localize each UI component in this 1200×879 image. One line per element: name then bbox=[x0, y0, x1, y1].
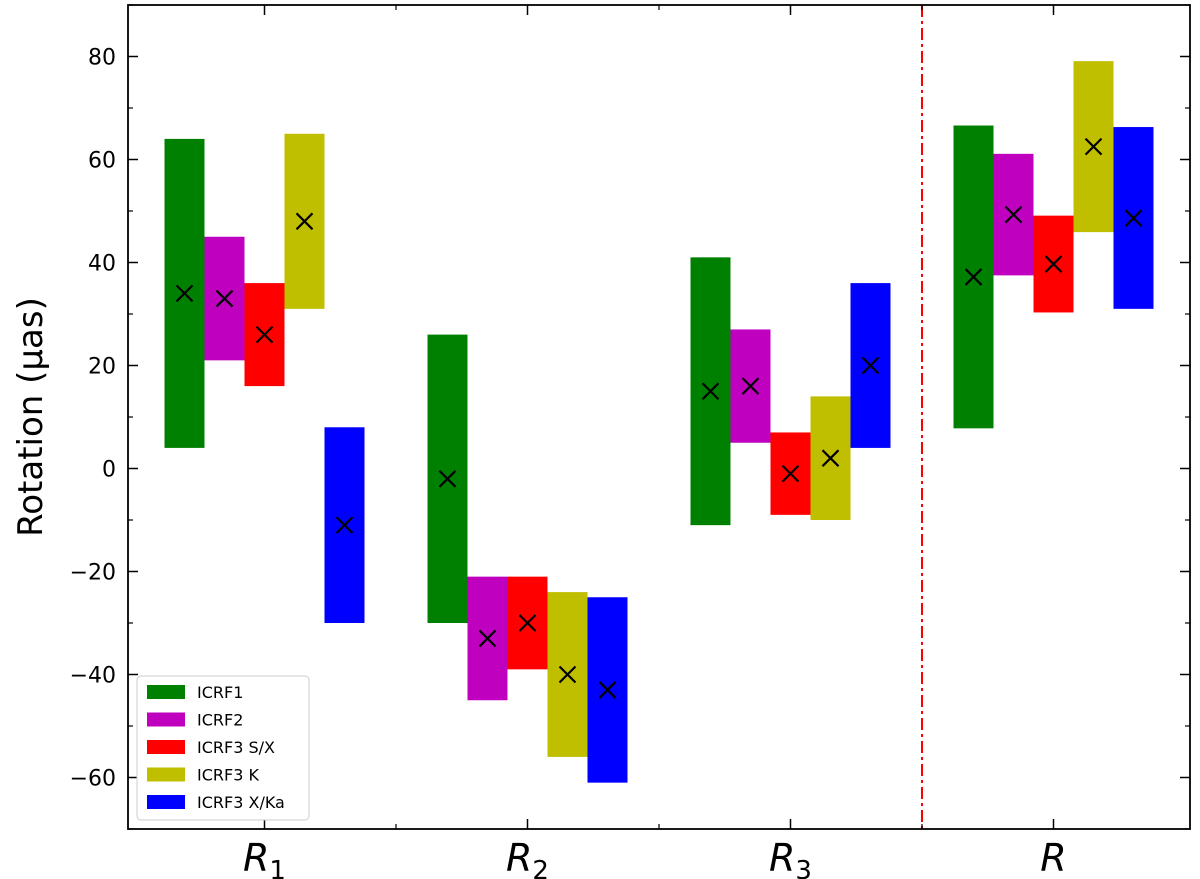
point-icrf1-cat-0 bbox=[175, 284, 194, 303]
x-tick-label-0: R1 bbox=[243, 836, 286, 879]
y-tick-label: 0 bbox=[102, 458, 116, 483]
x-tick-label-1: R2 bbox=[506, 836, 549, 879]
point-icrf3-x-ka-cat-0 bbox=[335, 516, 354, 534]
point-icrf2-cat-3 bbox=[1004, 205, 1023, 224]
y-axis-title: Rotation (μas) bbox=[11, 297, 51, 537]
point-icrf1-cat-1 bbox=[438, 470, 457, 488]
point-icrf3-x-ka-cat-3 bbox=[1124, 209, 1143, 227]
y-tick-label: −60 bbox=[70, 767, 116, 792]
legend-label-4: ICRF3 X/Ka bbox=[197, 793, 285, 812]
point-icrf3-s-x-cat-0 bbox=[255, 325, 274, 344]
legend-box bbox=[136, 675, 310, 821]
y-tick-label: −40 bbox=[70, 664, 116, 689]
point-icrf3-k-cat-1 bbox=[558, 665, 577, 684]
bars-layer bbox=[164, 61, 1154, 783]
legend-swatch-0 bbox=[147, 685, 185, 699]
legend-label-1: ICRF2 bbox=[197, 711, 243, 730]
y-tick-label: 20 bbox=[88, 355, 116, 380]
legend-swatch-3 bbox=[147, 767, 185, 782]
point-icrf3-s-x-cat-2 bbox=[781, 464, 800, 483]
x-tick-label-2: R3 bbox=[769, 836, 812, 879]
point-icrf3-k-cat-2 bbox=[821, 449, 840, 467]
markers-layer bbox=[175, 137, 1143, 699]
point-icrf3-s-x-cat-1 bbox=[518, 614, 537, 632]
point-icrf3-x-ka-cat-1 bbox=[598, 681, 617, 699]
point-icrf2-cat-1 bbox=[478, 629, 497, 648]
y-tick-label: 40 bbox=[88, 252, 116, 277]
point-icrf2-cat-0 bbox=[215, 289, 234, 308]
y-tick-label: 80 bbox=[88, 46, 116, 71]
legend: ICRF1 ICRF2 ICRF3 S/X ICRF3 K ICRF3 X/Ka bbox=[136, 675, 310, 821]
legend-swatch-4 bbox=[147, 795, 185, 809]
point-icrf3-k-cat-3 bbox=[1084, 137, 1103, 156]
point-icrf3-x-ka-cat-2 bbox=[861, 356, 880, 375]
legend-swatch-1 bbox=[147, 712, 185, 727]
point-icrf1-cat-2 bbox=[701, 382, 720, 401]
legend-label-2: ICRF3 S/X bbox=[197, 738, 275, 757]
point-icrf3-k-cat-0 bbox=[295, 212, 314, 231]
y-tick-label: −20 bbox=[70, 561, 116, 586]
point-icrf3-s-x-cat-3 bbox=[1044, 255, 1063, 273]
x-tick-label-3: R bbox=[1040, 836, 1066, 879]
legend-label-0: ICRF1 bbox=[197, 683, 243, 702]
point-icrf1-cat-3 bbox=[964, 268, 983, 286]
axes-layer: −60 −40 −20 0 20 40 60 80 R1 R2 R3 R bbox=[70, 4, 1191, 879]
y-tick-label: 60 bbox=[88, 149, 116, 174]
point-icrf2-cat-2 bbox=[741, 377, 760, 395]
legend-label-3: ICRF3 K bbox=[197, 766, 259, 785]
legend-swatch-2 bbox=[147, 740, 185, 754]
